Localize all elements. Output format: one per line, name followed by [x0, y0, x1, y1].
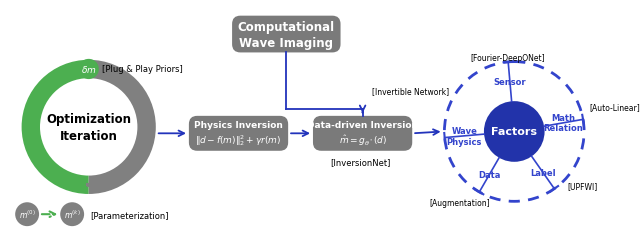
Text: [Parameterization]: [Parameterization] — [90, 210, 169, 219]
Text: Physics Inversion
$\|d - f(m)\|_2^2 + \gamma r(m)$: Physics Inversion $\|d - f(m)\|_2^2 + \g… — [194, 120, 283, 147]
Text: $m^{(k)}$: $m^{(k)}$ — [64, 208, 81, 220]
Text: [Plug & Play Priors]: [Plug & Play Priors] — [102, 65, 183, 74]
Text: $m^{(0)}$: $m^{(0)}$ — [19, 208, 36, 220]
Wedge shape — [22, 60, 89, 194]
Wedge shape — [89, 60, 156, 194]
Text: [Invertible Network]: [Invertible Network] — [372, 87, 449, 96]
Text: $\delta m$: $\delta m$ — [81, 64, 97, 75]
Text: Optimization
Iteration: Optimization Iteration — [46, 112, 131, 142]
Text: Label: Label — [530, 168, 556, 177]
Text: Computational
Wave Imaging: Computational Wave Imaging — [237, 20, 335, 49]
Text: [Augmentation]: [Augmentation] — [429, 198, 490, 207]
FancyBboxPatch shape — [313, 116, 412, 151]
Text: Wave
Physics: Wave Physics — [447, 127, 482, 146]
Circle shape — [484, 102, 545, 162]
FancyBboxPatch shape — [232, 17, 340, 53]
Text: Data: Data — [478, 171, 500, 180]
Circle shape — [79, 60, 99, 80]
Text: Data-driven Inversion
$\hat{m} = g_{\theta^*}(d)$: Data-driven Inversion $\hat{m} = g_{\the… — [307, 120, 418, 147]
Text: Factors: Factors — [492, 127, 537, 137]
Text: [Fourier-DeepONet]: [Fourier-DeepONet] — [470, 53, 545, 62]
Text: [UPFWI]: [UPFWI] — [567, 181, 597, 191]
Circle shape — [60, 202, 84, 226]
Text: [Auto-Linear]: [Auto-Linear] — [589, 103, 640, 112]
Circle shape — [15, 202, 39, 226]
Text: Sensor: Sensor — [493, 78, 526, 87]
Text: Math
Relation: Math Relation — [544, 114, 584, 133]
FancyBboxPatch shape — [189, 116, 288, 151]
Text: [InversionNet]: [InversionNet] — [331, 158, 391, 167]
